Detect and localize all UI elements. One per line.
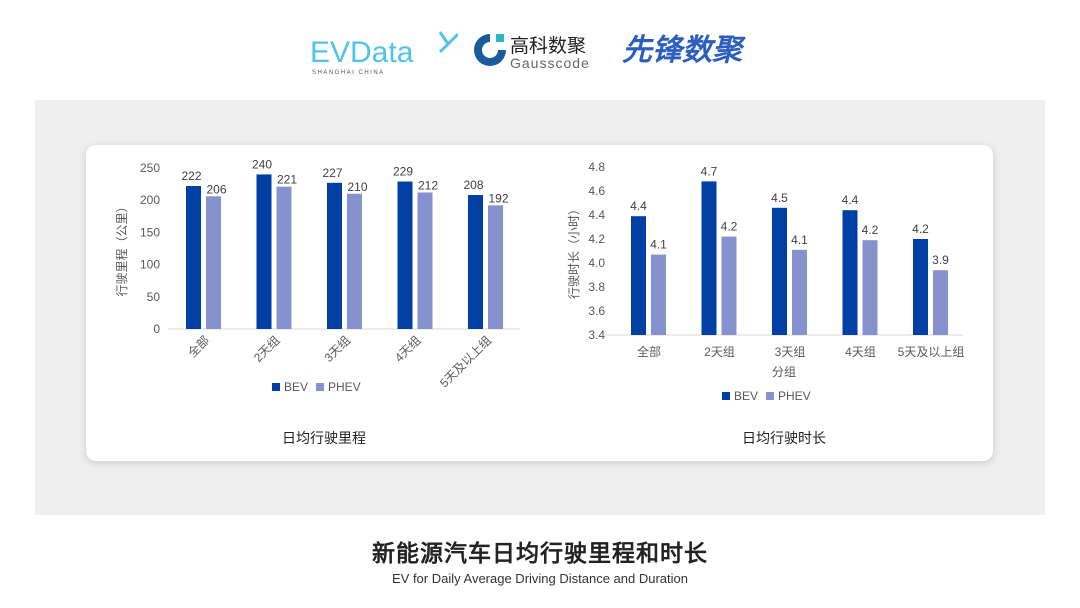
- y-tick-label: 150: [140, 225, 160, 239]
- gausscode-logo-en: Gausscode: [510, 55, 590, 70]
- data-label: 4.1: [650, 238, 667, 252]
- bar-phev: [933, 270, 948, 335]
- y-tick-label: 3.6: [588, 304, 605, 318]
- legend-swatch-phev: [766, 392, 774, 400]
- y-tick-label: 0: [153, 322, 160, 336]
- data-label: 4.2: [862, 223, 879, 237]
- bar-bev: [842, 210, 858, 335]
- y-tick-label: 200: [140, 193, 160, 207]
- bar-phev: [417, 192, 433, 329]
- data-label: 208: [463, 178, 483, 192]
- gausscode-logo-cn: 高科数聚: [510, 35, 586, 57]
- data-label: 210: [347, 180, 367, 194]
- y-tick-label: 100: [140, 258, 160, 272]
- data-label: 3.9: [932, 253, 949, 267]
- bar-bev: [468, 195, 483, 329]
- x-tick-label: 5天及以上组: [898, 345, 965, 359]
- data-label: 229: [393, 165, 413, 179]
- data-label: 4.5: [771, 191, 788, 205]
- evdata-logo-text: EVData: [310, 36, 414, 69]
- y-tick-label: 3.4: [588, 328, 605, 342]
- evdata-logo-sub: SHANGHAI CHINA: [312, 70, 385, 76]
- y-axis-label: 行驶时长（小时）: [566, 203, 581, 299]
- y-axis-label: 行驶里程（公里）: [114, 200, 129, 296]
- y-tick-label: 4.0: [588, 256, 605, 270]
- x-tick-label: 全部: [637, 344, 661, 359]
- xianfeng-logo-text: 先锋数聚: [622, 34, 746, 67]
- footer-title: 新能源汽车日均行驶里程和时长: [372, 540, 708, 566]
- y-tick-label: 4.8: [588, 160, 605, 174]
- data-label: 227: [322, 166, 342, 180]
- bar-phev: [792, 249, 807, 335]
- bar-phev: [721, 236, 737, 335]
- logo-bar: EVData SHANGHAI CHINA 高科数聚 Gausscode 先锋数…: [0, 22, 1080, 76]
- gausscode-logo: 高科数聚 Gausscode: [474, 34, 590, 70]
- bar-bev: [186, 186, 201, 329]
- data-label: 4.7: [701, 164, 718, 178]
- evdata-logo: EVData SHANGHAI CHINA: [310, 31, 458, 76]
- data-label: 4.4: [630, 199, 647, 213]
- data-label: 206: [206, 182, 226, 196]
- legend-swatch-bev: [722, 392, 730, 400]
- legend-label-bev: BEV: [734, 389, 758, 403]
- data-label: 4.4: [842, 193, 859, 207]
- bar-phev: [276, 186, 292, 329]
- data-label: 222: [181, 169, 201, 183]
- chart-card: [86, 145, 993, 461]
- x-axis-label: 分组: [772, 365, 796, 379]
- bar-bev: [772, 207, 787, 335]
- data-label: 240: [252, 157, 272, 171]
- bar-bev: [327, 182, 342, 329]
- legend-swatch-bev: [272, 383, 280, 391]
- y-tick-label: 250: [140, 161, 160, 175]
- data-label: 4.2: [912, 222, 929, 236]
- legend-label-phev: PHEV: [328, 380, 361, 394]
- y-tick-label: 3.8: [588, 280, 605, 294]
- legend-swatch-phev: [316, 383, 324, 391]
- x-tick-label: 4天组: [845, 345, 876, 359]
- y-tick-label: 4.6: [588, 184, 605, 198]
- bar-bev: [397, 181, 413, 329]
- legend-label-bev: BEV: [284, 380, 308, 394]
- y-tick-label: 50: [147, 290, 161, 304]
- legend-label-phev: PHEV: [778, 389, 811, 403]
- xianfeng-logo: 先锋数聚: [622, 34, 746, 67]
- chart-title: 日均行驶时长: [742, 430, 826, 446]
- bar-phev: [862, 240, 878, 335]
- x-tick-label: 3天组: [775, 345, 806, 359]
- bar-phev: [206, 196, 221, 329]
- chart-title: 日均行驶里程: [282, 430, 366, 446]
- data-label: 221: [277, 173, 297, 187]
- data-label: 192: [488, 191, 508, 205]
- bar-bev: [701, 181, 717, 335]
- data-label: 212: [418, 178, 438, 192]
- footer-subtitle: EV for Daily Average Driving Distance an…: [391, 571, 689, 586]
- bar-bev: [256, 174, 272, 329]
- bar-phev: [488, 205, 503, 329]
- bar-bev: [631, 216, 646, 335]
- bar-phev: [347, 193, 362, 329]
- x-tick-label: 2天组: [704, 345, 735, 359]
- bar-phev: [651, 254, 666, 335]
- data-label: 4.2: [721, 220, 738, 234]
- data-label: 4.1: [791, 233, 808, 247]
- y-tick-label: 4.4: [588, 208, 605, 222]
- y-tick-label: 4.2: [588, 232, 605, 246]
- bar-bev: [913, 239, 928, 335]
